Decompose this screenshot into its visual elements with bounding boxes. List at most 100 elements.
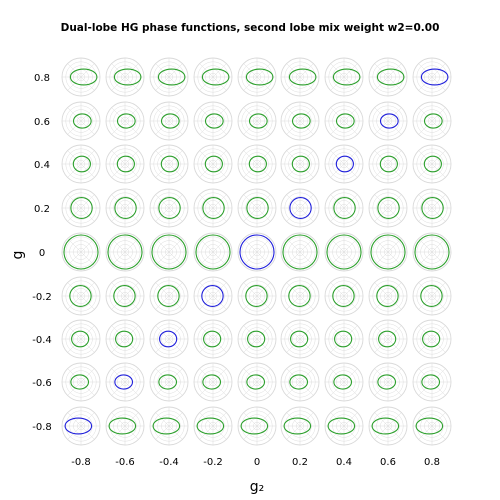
polar-spoke (256, 238, 271, 253)
polar-spoke (111, 238, 126, 253)
polar-spoke (199, 381, 214, 396)
polar-spoke (286, 282, 301, 297)
polar-spoke (343, 120, 358, 135)
phase-curve (72, 113, 92, 129)
polar-cell (237, 276, 277, 316)
polar-spoke (212, 163, 227, 178)
polar-spoke (111, 207, 126, 222)
phase-curve (370, 234, 406, 270)
polar-spoke (387, 325, 402, 340)
polar-spoke (374, 150, 389, 165)
polar-spoke (67, 251, 82, 266)
polar-cell (280, 276, 320, 316)
polar-cell (105, 57, 145, 97)
polar-spoke (67, 207, 82, 222)
polar-spoke (286, 194, 301, 209)
polar-cell (149, 188, 189, 228)
polar-spoke (155, 194, 170, 209)
polar-spoke (111, 76, 126, 91)
polar-spoke (256, 295, 271, 310)
polar-spoke (330, 207, 345, 222)
polar-spoke (299, 107, 314, 122)
polar-spoke (286, 207, 301, 222)
polar-spoke (168, 120, 183, 135)
polar-spoke (67, 194, 82, 209)
polar-spoke (212, 120, 227, 135)
x-tick-label: 0 (254, 457, 260, 468)
polar-cell (324, 319, 364, 359)
x-tick-label: -0.8 (71, 457, 91, 468)
polar-spoke (343, 295, 358, 310)
polar-spoke (418, 150, 433, 165)
polar-spoke (418, 282, 433, 297)
phase-curve (245, 68, 274, 86)
polar-spoke (256, 368, 271, 383)
x-tick-label: 0.8 (424, 457, 440, 468)
polar-spoke (124, 194, 139, 209)
polar-spoke (155, 107, 170, 122)
polar-spoke (199, 295, 214, 310)
polar-spoke (67, 150, 82, 165)
polar-spoke (67, 120, 82, 135)
phase-curve-highlight (379, 113, 399, 129)
phase-curve (246, 197, 269, 219)
polar-spoke (124, 150, 139, 165)
polar-spoke (80, 412, 95, 427)
polar-cell (412, 57, 452, 97)
polar-spoke (299, 251, 314, 266)
polar-spoke (431, 282, 446, 297)
polar-spoke (343, 338, 358, 353)
polar-cell (368, 188, 408, 228)
phase-curve (377, 197, 400, 219)
polar-cell (61, 57, 101, 97)
polar-spoke (80, 251, 95, 266)
polar-cell (324, 144, 364, 184)
polar-spoke (431, 163, 446, 178)
polar-spoke (168, 163, 183, 178)
polar-cell (193, 406, 233, 446)
polar-spoke (212, 338, 227, 353)
polar-spoke (343, 368, 358, 383)
polar-spoke (374, 194, 389, 209)
polar-cell (61, 144, 101, 184)
polar-spoke (199, 368, 214, 383)
polar-spoke (431, 63, 446, 78)
polar-spoke (387, 251, 402, 266)
polar-spoke (168, 194, 183, 209)
polar-cell (237, 101, 277, 141)
polar-spoke (67, 163, 82, 178)
polar-spoke (199, 207, 214, 222)
polar-cell (193, 188, 233, 228)
polar-spoke (124, 63, 139, 78)
polar-spoke (212, 282, 227, 297)
polar-spoke (212, 63, 227, 78)
phase-curve (69, 68, 98, 86)
y-axis-label: g (10, 251, 26, 260)
phase-curve (291, 155, 310, 173)
polar-spoke (343, 194, 358, 209)
polar-spoke (374, 338, 389, 353)
polar-spoke (155, 150, 170, 165)
polar-spoke (387, 338, 402, 353)
polar-spoke (418, 163, 433, 178)
polar-spoke (80, 325, 95, 340)
polar-spoke (243, 282, 258, 297)
polar-spoke (286, 325, 301, 340)
polar-spoke (124, 368, 139, 383)
polar-cell (193, 232, 233, 272)
polar-spoke (124, 282, 139, 297)
polar-spoke (330, 295, 345, 310)
polar-spoke (286, 368, 301, 383)
y-tick-label: -0.6 (32, 378, 52, 389)
polar-spoke (199, 120, 214, 135)
polar-spoke (299, 338, 314, 353)
polar-spoke (374, 425, 389, 440)
polar-spoke (330, 338, 345, 353)
polar-spoke (199, 107, 214, 122)
polar-cell (237, 406, 277, 446)
phase-curve (378, 330, 397, 348)
polar-spoke (168, 238, 183, 253)
phase-curve (204, 113, 224, 129)
polar-spoke (243, 120, 258, 135)
polar-spoke (111, 381, 126, 396)
